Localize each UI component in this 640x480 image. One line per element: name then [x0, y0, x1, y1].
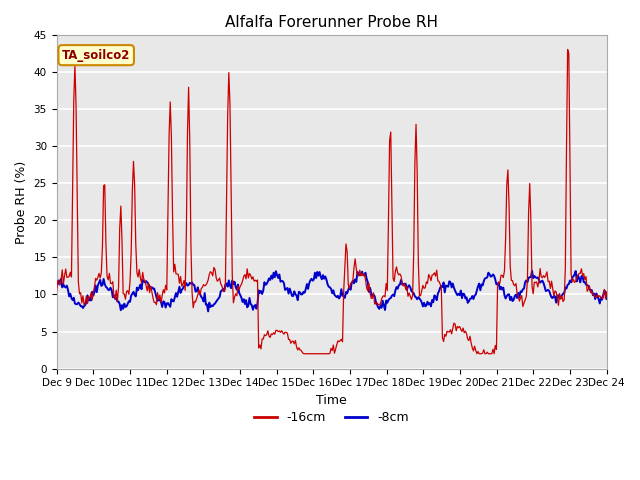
Y-axis label: Probe RH (%): Probe RH (%) — [15, 160, 28, 243]
X-axis label: Time: Time — [316, 394, 347, 407]
Text: TA_soilco2: TA_soilco2 — [62, 48, 131, 61]
Title: Alfalfa Forerunner Probe RH: Alfalfa Forerunner Probe RH — [225, 15, 438, 30]
Legend: -16cm, -8cm: -16cm, -8cm — [249, 406, 414, 429]
